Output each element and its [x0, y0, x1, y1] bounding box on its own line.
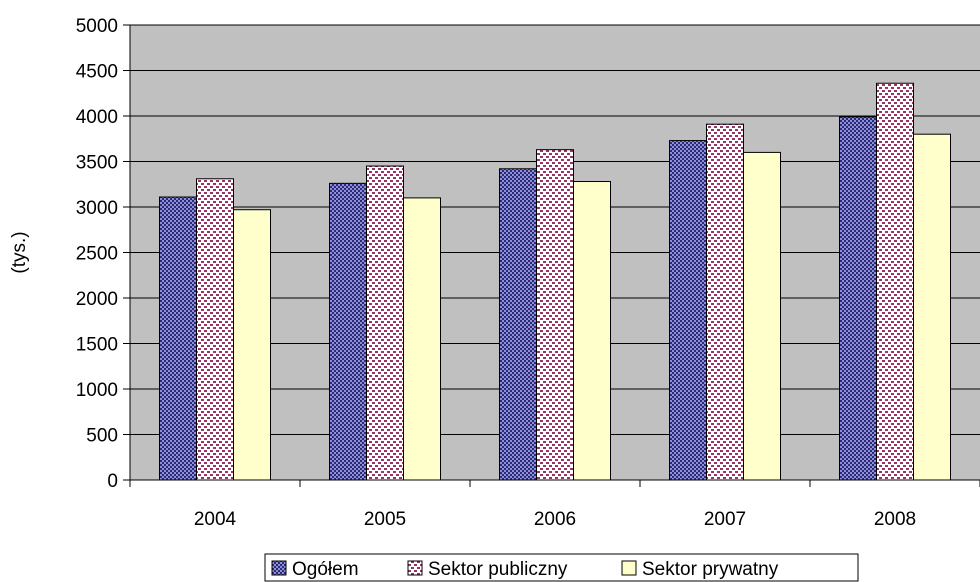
x-tick-labels: 2004 2005 2006 2007 2008 [194, 509, 916, 530]
y-tick-label: 500 [86, 426, 118, 447]
bar [573, 181, 611, 481]
y-tick-label: 0 [107, 471, 118, 492]
bar [159, 196, 197, 481]
bar [913, 133, 951, 481]
legend-label: Ogółem [292, 559, 359, 580]
bar [876, 82, 914, 481]
y-tick-label: 3000 [76, 198, 118, 219]
legend-swatch [621, 560, 637, 576]
x-tick-label: 2008 [874, 509, 916, 530]
y-tick-label: 4000 [76, 107, 118, 128]
bar [233, 209, 271, 481]
bar [706, 123, 744, 481]
x-tick-label: 2007 [704, 509, 746, 530]
legend-box [264, 553, 859, 582]
bar [499, 168, 537, 481]
bar [743, 151, 781, 481]
legend: Ogółem Sektor publiczny Sektor prywatny [264, 553, 859, 582]
y-tick-label: 1500 [76, 335, 118, 356]
bar [403, 197, 441, 481]
bars [159, 82, 951, 481]
x-tick-label: 2006 [534, 509, 576, 530]
bar [196, 178, 234, 481]
y-tick-label: 2000 [76, 289, 118, 310]
bar [669, 140, 707, 481]
legend-swatch [407, 560, 423, 576]
legend-label: Sektor prywatny [642, 559, 779, 580]
x-tick-label: 2004 [194, 509, 237, 530]
bar [839, 116, 877, 481]
x-tick-label: 2005 [364, 509, 406, 530]
legend-label: Sektor publiczny [428, 559, 568, 580]
y-axis-title: (tys.) [9, 231, 30, 273]
bar [366, 165, 404, 481]
y-tick-label: 1000 [76, 380, 118, 401]
axes [123, 24, 980, 487]
y-tick-labels: 0 500 1000 1500 2000 2500 3000 3500 4000 4500 5000 [76, 16, 118, 492]
y-tick-label: 3500 [76, 153, 118, 174]
legend-swatch [271, 560, 287, 576]
y-tick-label: 2500 [76, 244, 118, 265]
y-tick-label: 4500 [76, 62, 118, 83]
bar [536, 149, 574, 481]
bar [329, 182, 367, 481]
y-tick-label: 5000 [76, 16, 118, 37]
